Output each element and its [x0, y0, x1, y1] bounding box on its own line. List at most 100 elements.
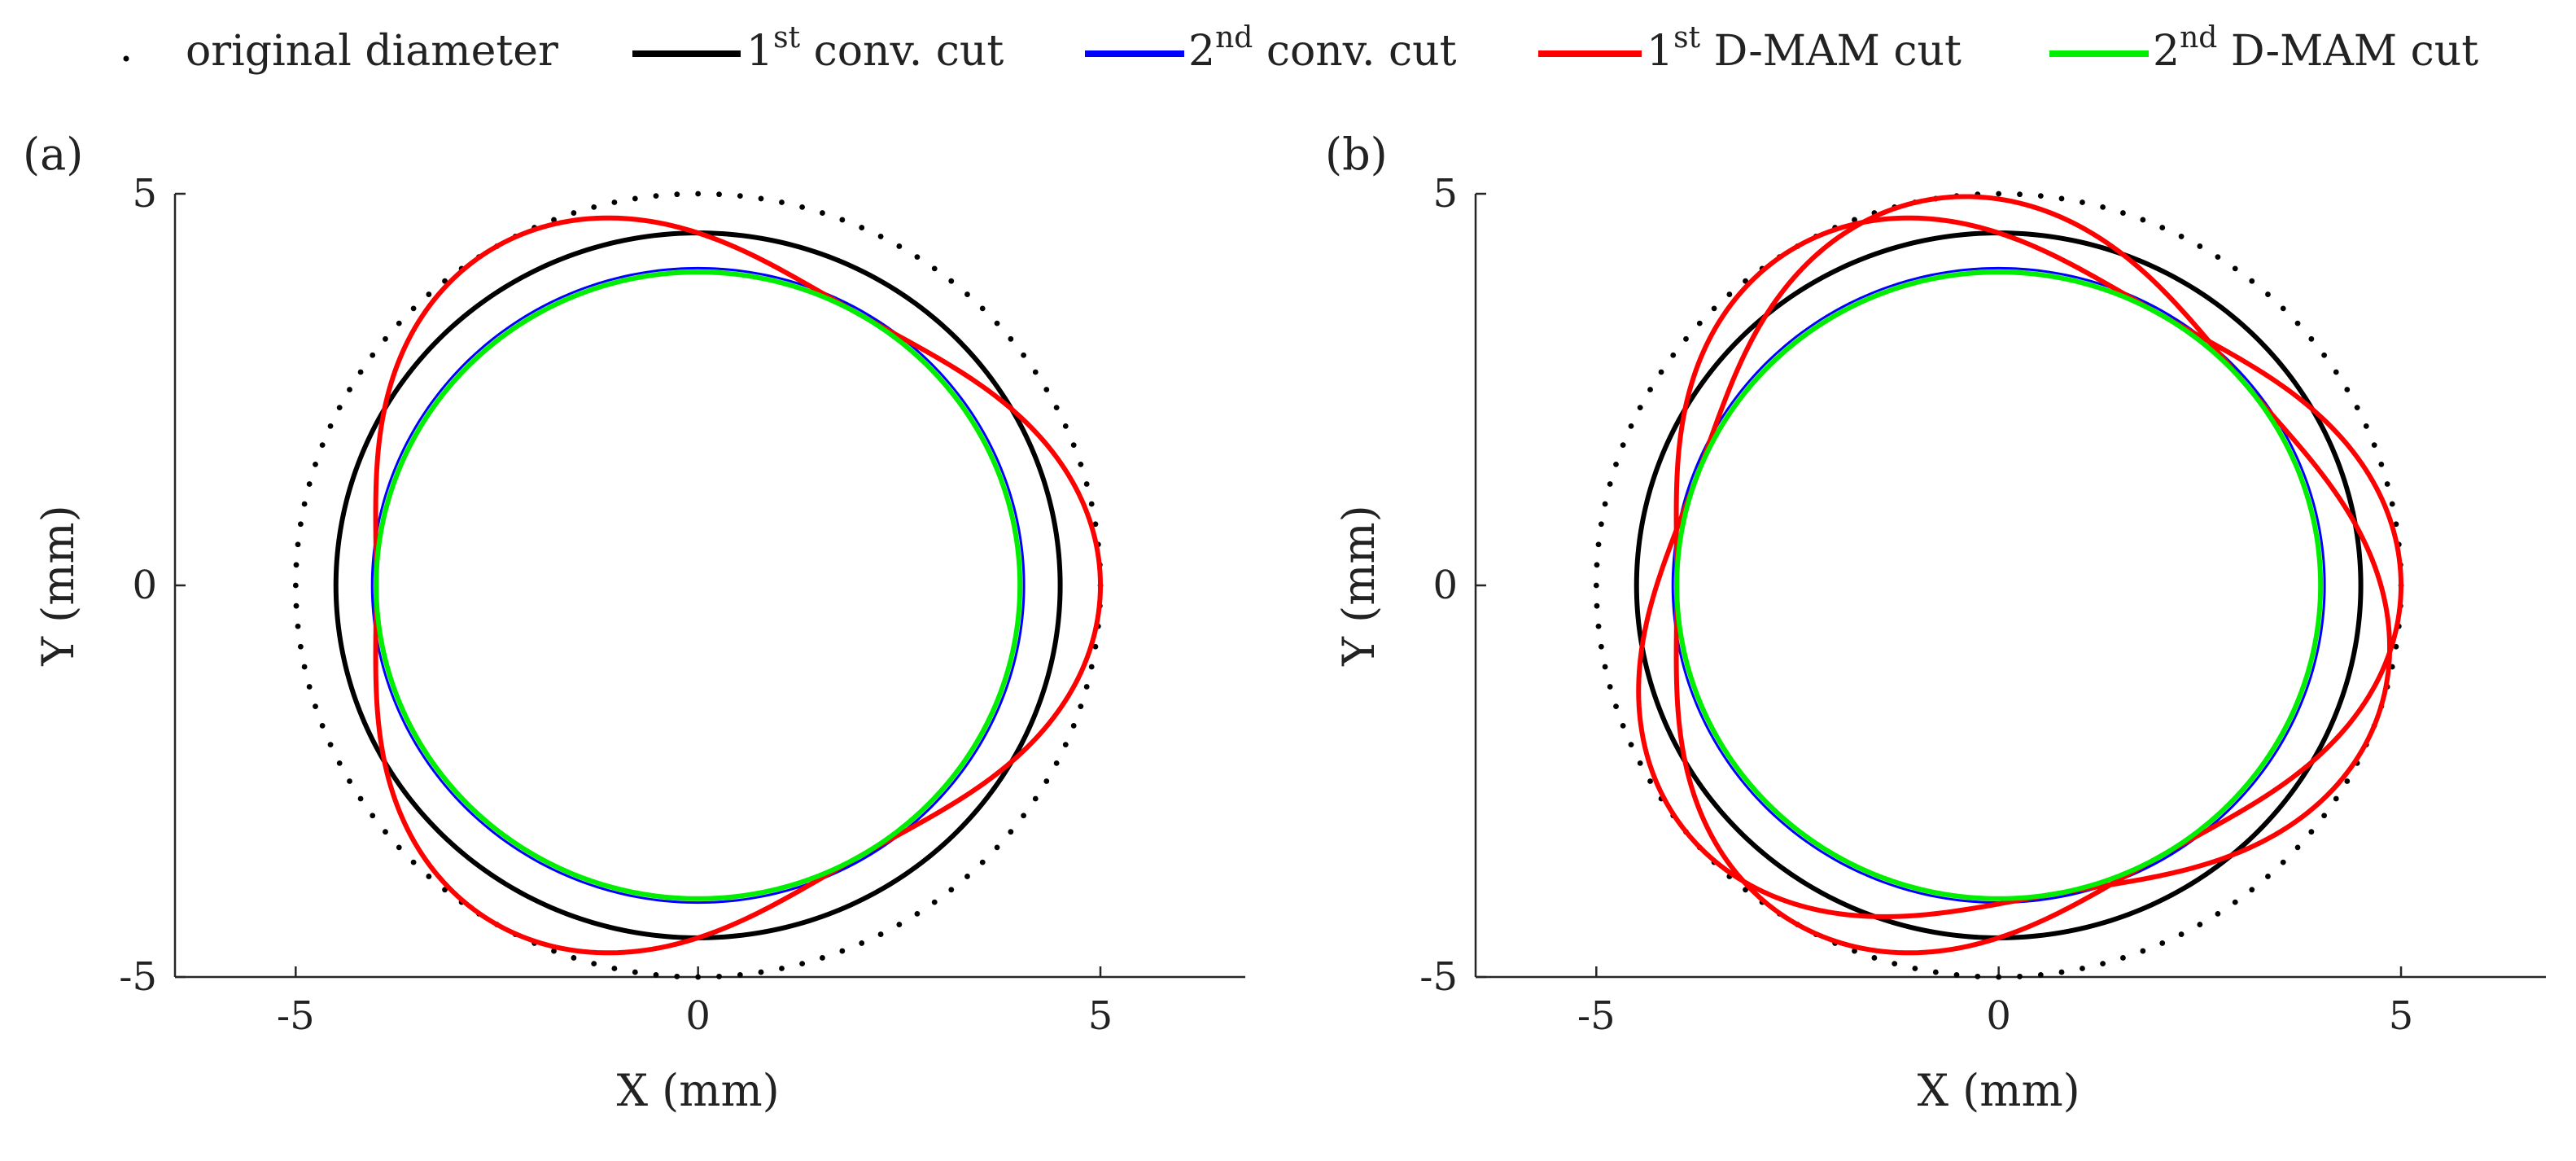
series-point	[2393, 643, 2399, 650]
series-2nd-d-mam-cut	[374, 269, 1023, 901]
series-point	[653, 193, 659, 199]
series-point	[297, 521, 304, 528]
series-point	[2265, 291, 2271, 297]
series-point	[799, 961, 806, 967]
series-point	[979, 859, 986, 865]
series-point	[571, 210, 577, 216]
series-point	[1021, 352, 1027, 358]
series-point	[336, 405, 343, 411]
series-point	[2058, 969, 2065, 975]
series-point	[2159, 225, 2166, 230]
series-point	[295, 541, 301, 548]
series-point	[948, 887, 955, 893]
series-point	[2308, 335, 2315, 342]
series-point	[1953, 971, 1960, 978]
series-point	[306, 684, 313, 690]
series-point	[964, 874, 970, 879]
series-point	[396, 844, 402, 851]
series-1st-conv-cut	[333, 230, 1063, 940]
series-point	[2294, 844, 2301, 851]
series-point	[551, 217, 557, 223]
series-point	[1595, 623, 1602, 629]
series-point	[2058, 195, 2065, 202]
series-point	[370, 813, 376, 819]
series-point	[2265, 874, 2271, 879]
series-point	[2140, 948, 2146, 954]
series-point	[779, 199, 785, 205]
series-point	[1070, 722, 1077, 729]
series-point	[611, 966, 618, 971]
legend-label-original-diameter: original diameter	[186, 27, 558, 76]
series-point	[964, 291, 970, 297]
legend-item-1st-dmam-cut: 1st D-MAM cut	[1538, 21, 1962, 76]
series-point	[306, 481, 313, 487]
series-point	[2080, 199, 2085, 205]
series-point	[426, 291, 432, 297]
series-point	[591, 961, 597, 967]
series-point	[2232, 265, 2238, 272]
series-point	[2280, 859, 2286, 865]
series-point	[2100, 204, 2106, 210]
series-2nd-conv-cut	[370, 266, 1026, 905]
series-point	[1647, 387, 1653, 392]
panel-b: (b) -5 0 5 -5 0 5 X (mm) Y (mm)	[1325, 129, 2546, 1116]
series-point	[859, 225, 865, 230]
panel-label: (a)	[23, 129, 83, 180]
series-point	[1598, 521, 1604, 528]
series-point	[695, 191, 702, 197]
series-point	[2120, 955, 2126, 961]
series-point	[820, 210, 825, 216]
series-point	[336, 760, 343, 766]
legend-marker-original-diameter	[123, 55, 129, 62]
series-point	[611, 199, 618, 205]
x-tick-label: 0	[685, 993, 711, 1039]
series-point	[2017, 191, 2023, 198]
series-point	[1092, 521, 1099, 528]
series-point	[1032, 795, 1039, 802]
series-point	[1595, 541, 1602, 548]
series-point	[2249, 278, 2255, 284]
series-point	[1628, 423, 1634, 429]
series-point	[1932, 969, 1939, 975]
series-point	[1602, 664, 1608, 670]
series-2nd-conv-cut	[1671, 266, 2326, 905]
series-point	[1892, 961, 1898, 967]
series-point	[2321, 352, 2328, 358]
series-point	[1647, 778, 1653, 784]
series-point	[571, 955, 577, 961]
series-point	[383, 335, 388, 342]
series-point	[1871, 955, 1878, 961]
x-tick-label: -5	[277, 993, 315, 1039]
series-point	[1726, 291, 1733, 297]
series-point	[737, 193, 743, 199]
series-point	[2378, 461, 2385, 467]
series-point	[357, 369, 364, 375]
series-point	[896, 243, 903, 249]
series-point	[396, 320, 402, 326]
series-point	[859, 940, 865, 946]
series-point	[591, 204, 597, 210]
y-axis-label: Y (mm)	[1333, 505, 1384, 666]
series-1st-conv-cut	[1634, 230, 2364, 940]
series-point	[931, 265, 938, 272]
x-tick-label: 5	[2389, 993, 2414, 1039]
series-point	[2333, 369, 2339, 375]
series-point	[1062, 742, 1069, 748]
series-point	[758, 969, 764, 975]
legend-label-1st-conv-cut: 1st conv. cut	[746, 21, 1004, 76]
series-point	[1670, 352, 1677, 358]
series-point	[1594, 562, 1600, 568]
series-point	[357, 795, 364, 802]
series-point	[716, 191, 722, 198]
series-point	[2371, 442, 2377, 449]
series-point	[551, 948, 557, 954]
series-point	[914, 911, 921, 917]
series-point	[2321, 813, 2328, 819]
series-point	[1620, 442, 1626, 449]
series-point	[297, 643, 304, 650]
legend-item-1st-conv-cut: 1st conv. cut	[632, 21, 1004, 76]
series-point	[2037, 193, 2044, 199]
series-point	[2159, 940, 2166, 946]
series-point	[347, 778, 352, 784]
series-point	[2384, 481, 2390, 487]
